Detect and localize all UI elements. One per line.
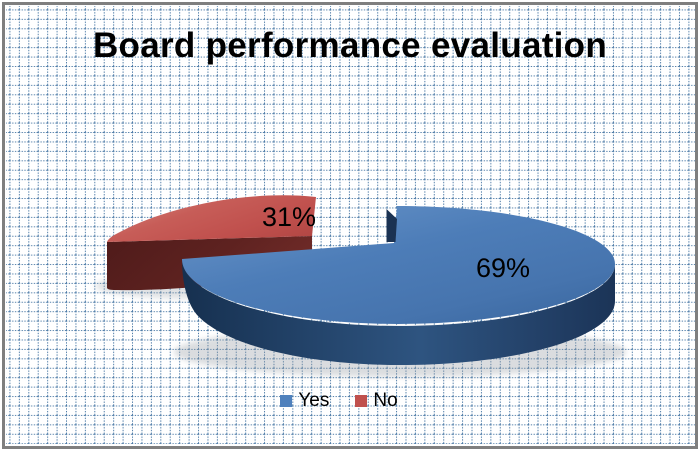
legend-swatch-no-icon (355, 394, 368, 407)
legend-label-yes: Yes (298, 390, 330, 411)
legend-item-yes[interactable]: Yes (280, 391, 329, 410)
slice-yes[interactable] (182, 206, 615, 324)
notch-inner-wall (386, 209, 397, 242)
legend-label-no: No (373, 390, 398, 411)
legend: Yes No (0, 391, 689, 410)
legend-item-no[interactable]: No (355, 390, 398, 411)
grid-background (6, 6, 695, 444)
data-label-yes[interactable]: 69% (476, 253, 530, 283)
slice-no[interactable] (107, 195, 316, 242)
legend-swatch-yes-icon (280, 394, 293, 407)
chart-title[interactable]: Board performance evaluation (92, 26, 608, 65)
slice-yes-side-wall (182, 259, 615, 365)
data-label-no[interactable]: 31% (262, 202, 316, 232)
